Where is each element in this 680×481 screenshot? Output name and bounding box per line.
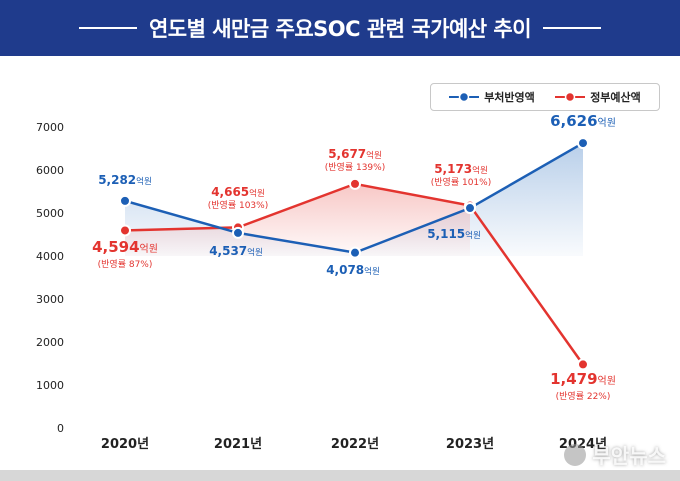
legend-label-series1: 부처반영액 <box>484 91 535 104</box>
series2-point <box>577 358 589 371</box>
y-tick-label: 3000 <box>36 293 64 306</box>
page-title: 연도별 새만금 주요SOC 관련 국가예산 추이 <box>148 17 532 41</box>
series1-data-label: 5,115억원 <box>427 227 481 241</box>
y-tick-label: 4000 <box>36 250 64 263</box>
y-tick-label: 1000 <box>36 379 64 392</box>
series1-point <box>577 137 589 150</box>
series2-point <box>119 224 131 237</box>
series1-point <box>119 194 131 207</box>
title-rule-left <box>78 27 137 29</box>
series1-data-label: 5,282억원 <box>98 173 152 187</box>
watermark-logo-icon <box>564 443 587 466</box>
legend-item-series1: 부처반영액 <box>449 89 535 105</box>
y-tick-label: 0 <box>57 422 64 435</box>
legend-marker-red-icon <box>555 91 586 103</box>
series2-point <box>349 177 361 190</box>
series1-data-label: 4,078억원 <box>326 263 380 277</box>
series2-area <box>125 183 470 256</box>
series2-data-label: 4,665억원 <box>211 185 265 199</box>
title-rule-right <box>543 27 602 29</box>
series2-ratio-label: (반영률 139%) <box>325 162 385 173</box>
x-tick-label: 2021년 <box>214 437 262 452</box>
y-tick-label: 5000 <box>36 207 64 220</box>
series1-point <box>464 202 476 215</box>
legend-item-series2: 정부예산액 <box>555 89 641 105</box>
series1-data-label: 6,626억원 <box>550 112 616 130</box>
x-tick-label: 2022년 <box>331 437 379 452</box>
y-tick-label: 6000 <box>36 164 64 177</box>
title-bar: 연도별 새만금 주요SOC 관련 국가예산 추이 <box>0 0 680 56</box>
series2-ratio-label: (반영률 22%) <box>556 391 611 402</box>
watermark: 부안뉴스 <box>564 440 666 469</box>
series2-ratio-label: (반영률 103%) <box>208 200 268 211</box>
legend-label-series2: 정부예산액 <box>590 91 641 104</box>
series2-data-label: 1,479억원 <box>550 370 616 388</box>
x-tick-label: 2023년 <box>446 437 494 452</box>
bottom-bar <box>0 470 680 481</box>
series1-point <box>349 246 361 259</box>
series2-data-label: 5,173억원 <box>434 162 488 176</box>
chart-legend: 부처반영액 정부예산액 <box>430 83 660 111</box>
series2-data-label: 5,677억원 <box>328 147 382 161</box>
y-tick-label: 7000 <box>36 121 64 134</box>
x-tick-label: 2020년 <box>101 437 149 452</box>
legend-marker-blue-icon <box>449 91 480 103</box>
series2-data-label: 4,594억원 <box>92 238 158 256</box>
series2-ratio-label: (반영률 87%) <box>98 259 153 270</box>
series2-ratio-label: (반영률 101%) <box>431 177 491 188</box>
y-tick-label: 2000 <box>36 336 64 349</box>
series1-data-label: 4,537억원 <box>209 244 263 258</box>
series1-point <box>232 226 244 239</box>
watermark-text: 부안뉴스 <box>592 444 666 468</box>
